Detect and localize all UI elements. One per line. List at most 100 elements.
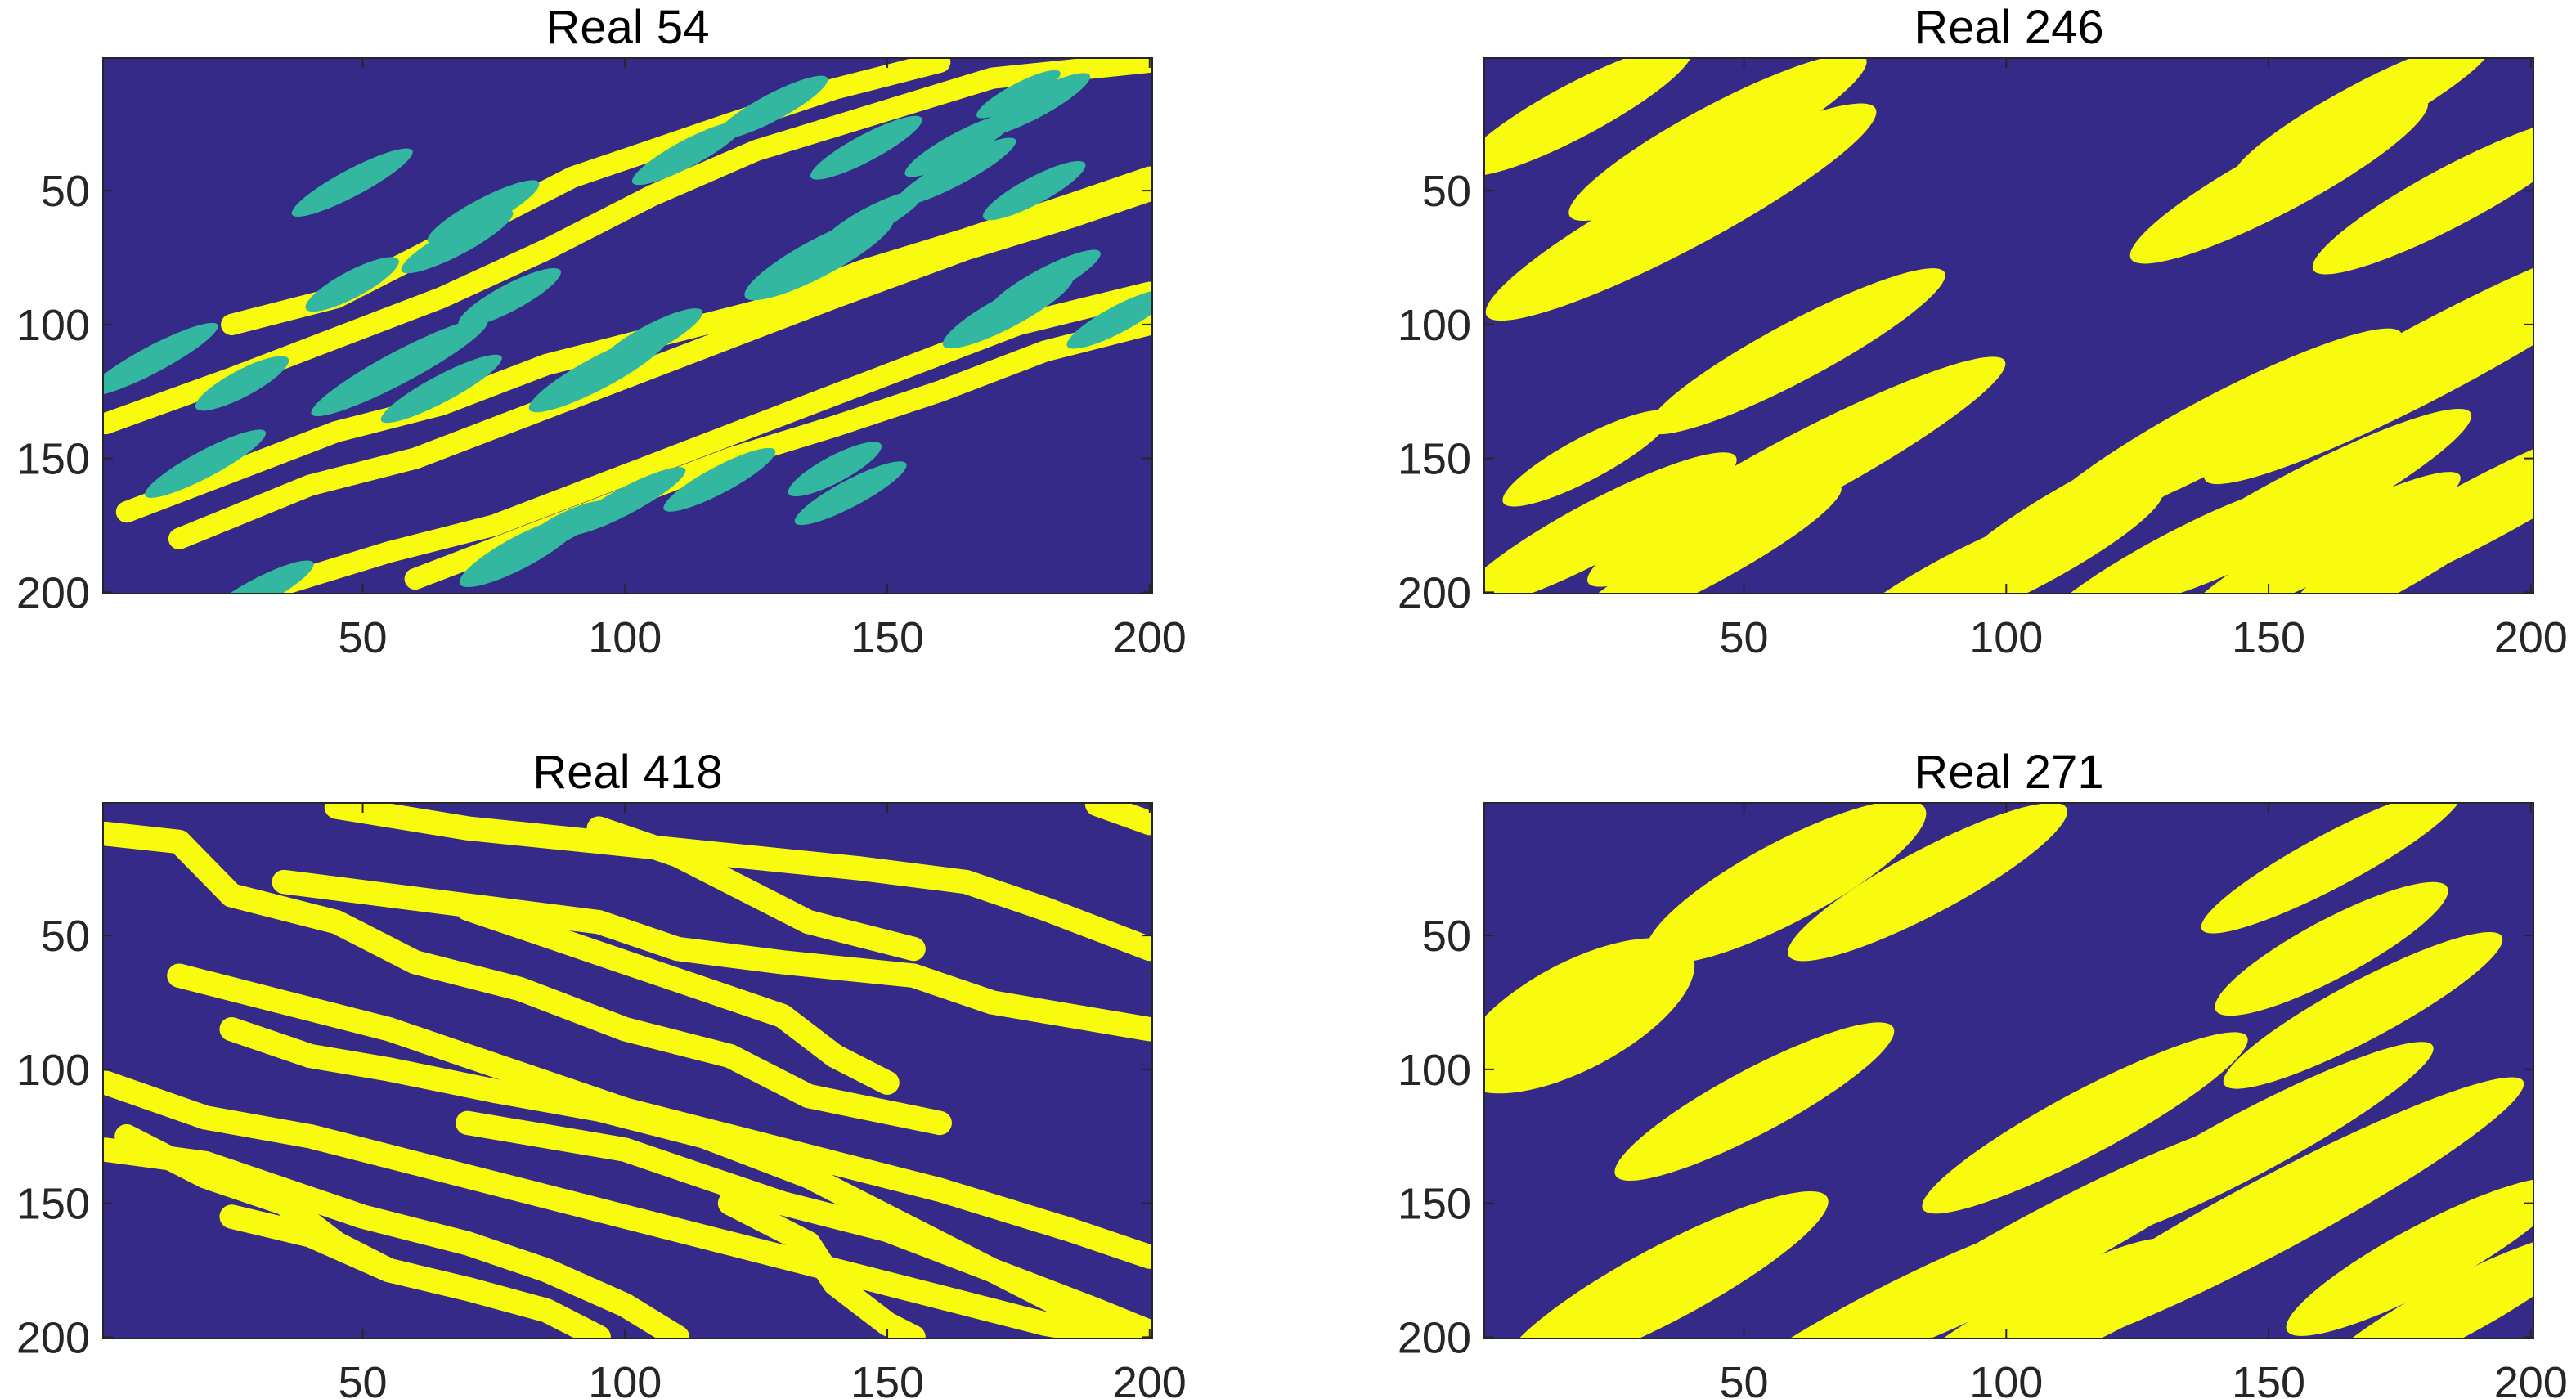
channel-13: [456, 896, 900, 1095]
lobe-31: [1066, 289, 1152, 349]
lobe-3: [1788, 803, 2067, 962]
lobe-16: [631, 121, 744, 186]
y-tick-label: 50: [1422, 912, 1471, 961]
lobe-1: [1484, 58, 1693, 177]
heatmap-panel-3: 50 100 150 200 50 100 150 200 Real 418: [16, 746, 1187, 1399]
y-tick-label: 150: [16, 435, 90, 484]
channel-4: [586, 816, 926, 962]
lobe-2: [1645, 803, 1927, 964]
y-tick-label: 200: [16, 568, 90, 617]
panel-title: Real 271: [1914, 746, 2103, 799]
heatmap-panel-2: 50 100 150 200 50 100 150 200 Real 246: [1398, 1, 2568, 662]
y-tick-label: 200: [16, 1313, 90, 1362]
heatmap-cells: [1484, 803, 2533, 1338]
x-tick-label: 150: [850, 613, 924, 662]
lobe-13: [2034, 482, 2314, 594]
x-tick-label: 50: [339, 1358, 388, 1399]
lobe-24: [895, 137, 1016, 206]
lobe-12: [1928, 1168, 2347, 1338]
y-tick-label: 100: [16, 1046, 90, 1095]
x-tick-label: 200: [1113, 1358, 1187, 1399]
y-tick-label: 100: [1398, 301, 1471, 350]
lobe-8: [1922, 1032, 2248, 1214]
axes-frame: [1483, 57, 2534, 594]
channel-2: [272, 869, 1152, 1042]
channel-3: [324, 803, 1152, 962]
heatmap-cells: [1484, 58, 2533, 594]
lobe-3: [1485, 103, 1877, 321]
lobe-2: [1568, 58, 1867, 222]
y-tick-label: 50: [41, 912, 90, 961]
channel-8: [219, 1204, 611, 1338]
lobe-27: [982, 160, 1086, 221]
panel-title: Real 246: [1914, 1, 2103, 54]
lobe-28: [989, 249, 1101, 314]
lobe-5: [2201, 803, 2462, 934]
lobe-16: [2286, 1177, 2533, 1336]
lobe-23: [788, 442, 882, 497]
lobe-18: [599, 308, 703, 368]
lobe-32: [976, 70, 1061, 119]
lobe-17: [663, 447, 776, 512]
lobe-16: [1562, 482, 1842, 594]
x-tick-label: 200: [1113, 613, 1187, 662]
lobe-15: [1484, 452, 1737, 594]
channel-2: [168, 180, 1152, 549]
channel-12: [717, 1190, 926, 1338]
lobe-20: [810, 115, 922, 180]
lobe-14: [1689, 1222, 2062, 1338]
lobe-4: [1614, 1022, 1895, 1181]
y-tick-label: 200: [1398, 1313, 1471, 1362]
lobe-18: [1502, 410, 1671, 507]
x-tick-label: 100: [1969, 613, 2043, 662]
axes-frame: [1483, 802, 2534, 1339]
axes-frame: [102, 57, 1153, 594]
lobe-29: [978, 73, 1091, 137]
lobe-7: [2223, 932, 2503, 1089]
x-tick-label: 50: [339, 613, 388, 662]
y-tick-label: 100: [1398, 1046, 1471, 1095]
lobe-20: [2233, 501, 2513, 594]
channel-14: [1084, 803, 1152, 836]
lobe-21: [1838, 511, 2071, 594]
x-tick-label: 50: [1720, 1358, 1769, 1399]
lobe-15: [564, 467, 686, 536]
channel-11: [456, 1110, 1152, 1338]
y-tick-label: 150: [1398, 435, 1471, 484]
heatmap-cells: [103, 803, 1152, 1338]
lobe-13: [1501, 1190, 1829, 1338]
lobe-10: [427, 180, 540, 244]
x-tick-label: 150: [2232, 1358, 2305, 1399]
lobe-2: [145, 429, 267, 498]
lobe-6: [311, 318, 488, 417]
lobe-15: [1892, 1238, 2172, 1338]
lobe-7: [2312, 117, 2533, 275]
x-tick-label: 200: [2494, 1358, 2568, 1399]
lobe-6: [2215, 881, 2448, 1016]
lobe-8: [305, 257, 399, 312]
channel-7: [103, 1137, 690, 1338]
y-tick-label: 150: [16, 1180, 90, 1229]
axes-frame: [102, 802, 1153, 1339]
x-tick-label: 100: [1969, 1358, 2043, 1399]
y-tick-label: 50: [41, 167, 90, 216]
lobe-17: [1902, 487, 2163, 594]
panel-title: Real 54: [546, 1, 710, 54]
lobe-30: [716, 75, 828, 140]
x-tick-label: 100: [588, 613, 662, 662]
channel-1: [103, 821, 952, 1136]
lobe-5: [291, 148, 413, 217]
lobe-4: [195, 356, 289, 411]
lobe-8: [2204, 229, 2533, 485]
heatmap-cells: [103, 58, 1152, 594]
lobe-11: [458, 267, 561, 328]
y-tick-label: 50: [1422, 167, 1471, 216]
lobe-3: [201, 560, 314, 594]
y-tick-label: 200: [1398, 568, 1471, 617]
lobe-14: [1587, 356, 2006, 587]
y-tick-label: 150: [1398, 1180, 1471, 1229]
heatmap-panel-1: 50 100 150 200 50 100 150 200 Real 54: [16, 1, 1187, 662]
panel-title: Real 418: [532, 746, 722, 799]
x-tick-label: 200: [2494, 613, 2568, 662]
y-tick-label: 100: [16, 301, 90, 350]
